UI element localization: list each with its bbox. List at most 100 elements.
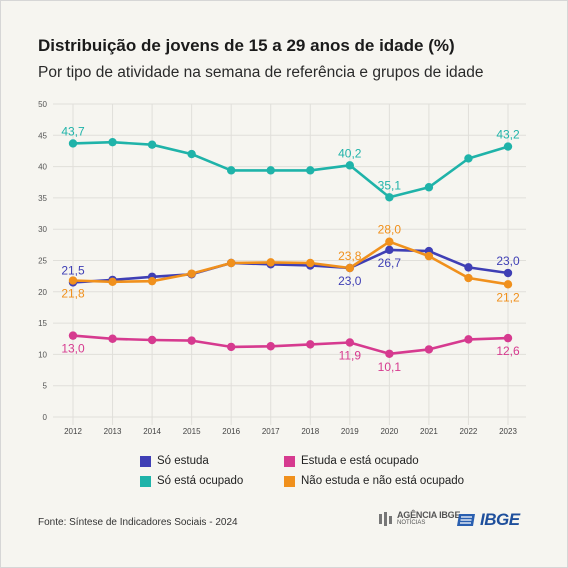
data-point [226, 258, 236, 268]
legend-label: Só está ocupado [157, 475, 244, 487]
data-point [306, 340, 315, 349]
data-label: 43,7 [61, 124, 85, 138]
data-point [226, 166, 236, 175]
data-label: 21,8 [61, 287, 85, 301]
x-tick-label: 2020 [380, 427, 398, 436]
x-tick-label: 2013 [104, 427, 122, 436]
data-point [385, 193, 394, 202]
series-line-2 [72, 140, 509, 199]
x-tick-label: 2019 [341, 427, 359, 436]
data-point [226, 342, 236, 352]
series-line-3 [72, 240, 509, 286]
data-label: 13,0 [61, 342, 85, 356]
y-tick-label: 15 [38, 319, 47, 328]
data-point [266, 258, 275, 267]
y-tick-label: 40 [38, 163, 47, 172]
data-label: 21,5 [61, 263, 85, 277]
y-tick-label: 5 [43, 382, 48, 391]
data-point [108, 334, 117, 343]
data-point [424, 251, 434, 261]
legend-item-so-estuda: Só estuda [140, 455, 209, 467]
data-point [503, 142, 513, 151]
legend-label: Estuda e está ocupado [301, 455, 419, 467]
data-point [503, 333, 513, 343]
ibge-logo-text: IBGE [480, 510, 520, 529]
x-tick-label: 2018 [301, 427, 319, 436]
y-tick-label: 20 [38, 288, 47, 297]
series-line-0 [72, 248, 509, 284]
agencia-logo-subtext: NOTÍCIAS [397, 520, 426, 526]
y-tick-label: 0 [43, 413, 48, 422]
y-tick-label: 45 [38, 131, 47, 140]
data-label: 28,0 [378, 223, 402, 237]
x-tick-label: 2012 [64, 427, 82, 436]
chart-subtitle: Por tipo de atividade na semana de refer… [38, 64, 484, 81]
data-point [187, 269, 196, 278]
legend-swatch [284, 455, 295, 467]
data-point [385, 237, 394, 246]
data-point [464, 273, 473, 283]
data-label: 43,2 [496, 128, 520, 142]
data-point [266, 166, 275, 175]
data-point [345, 338, 355, 347]
x-tick-label: 2017 [262, 427, 280, 436]
data-point [464, 335, 473, 344]
legend-item-so-ocupado: Só está ocupado [140, 475, 243, 487]
data-label: 35,1 [378, 178, 402, 192]
legend-item-nem-nem: Não estuda e não está ocupado [284, 475, 464, 487]
agencia-logo-text: AGÊNCIA IBGE [397, 510, 461, 520]
ibge-logo-icon [457, 514, 475, 526]
data-point [108, 137, 117, 147]
data-label: 40,2 [338, 146, 362, 160]
legend-swatch [140, 455, 151, 467]
data-point [68, 276, 78, 285]
data-point [147, 140, 157, 149]
x-tick-label: 2021 [420, 427, 438, 436]
ibge-logo: IBGE [457, 510, 520, 530]
data-point [464, 263, 473, 272]
data-point [108, 277, 117, 286]
data-point [385, 349, 394, 358]
legend-label: Não estuda e não está ocupado [301, 475, 465, 487]
data-point [503, 268, 513, 278]
y-tick-label: 35 [38, 194, 47, 203]
y-tick-label: 30 [38, 225, 47, 234]
data-point [68, 139, 78, 148]
data-label: 26,7 [378, 256, 402, 270]
data-point [424, 345, 434, 354]
legend-swatch [140, 475, 151, 487]
data-point [147, 335, 157, 345]
data-point [266, 342, 275, 351]
series-line-1 [72, 334, 509, 356]
chart-title: Distribuição de jovens de 15 a 29 anos d… [38, 36, 455, 55]
data-label: 21,2 [496, 290, 520, 304]
data-point [187, 336, 196, 345]
x-tick-label: 2023 [499, 427, 517, 436]
y-tick-label: 50 [38, 100, 47, 109]
data-point [385, 245, 394, 255]
data-point [187, 149, 196, 159]
data-point [345, 161, 355, 170]
data-point [147, 276, 157, 286]
data-point [464, 154, 473, 163]
agencia-ibge-logo: AGÊNCIA IBGE NOTÍCIAS [378, 511, 460, 527]
data-label: 10,1 [378, 360, 402, 374]
legend-label: Só estuda [157, 455, 209, 467]
data-point [306, 166, 315, 175]
data-label: 11,9 [339, 349, 362, 363]
source-note: Fonte: Síntese de Indicadores Sociais - … [38, 517, 238, 528]
data-point [306, 258, 315, 268]
legend-item-estuda-e-ocupado: Estuda e está ocupado [284, 455, 419, 467]
agencia-logo-icon [379, 512, 392, 526]
data-label: 12,6 [496, 344, 520, 358]
x-tick-label: 2016 [222, 427, 240, 436]
x-tick-label: 2022 [460, 427, 478, 436]
data-label: 23,8 [338, 249, 362, 263]
data-point [424, 183, 434, 192]
legend-swatch [284, 475, 295, 487]
y-tick-label: 25 [38, 257, 47, 266]
data-point [503, 280, 513, 289]
data-point [345, 263, 355, 273]
